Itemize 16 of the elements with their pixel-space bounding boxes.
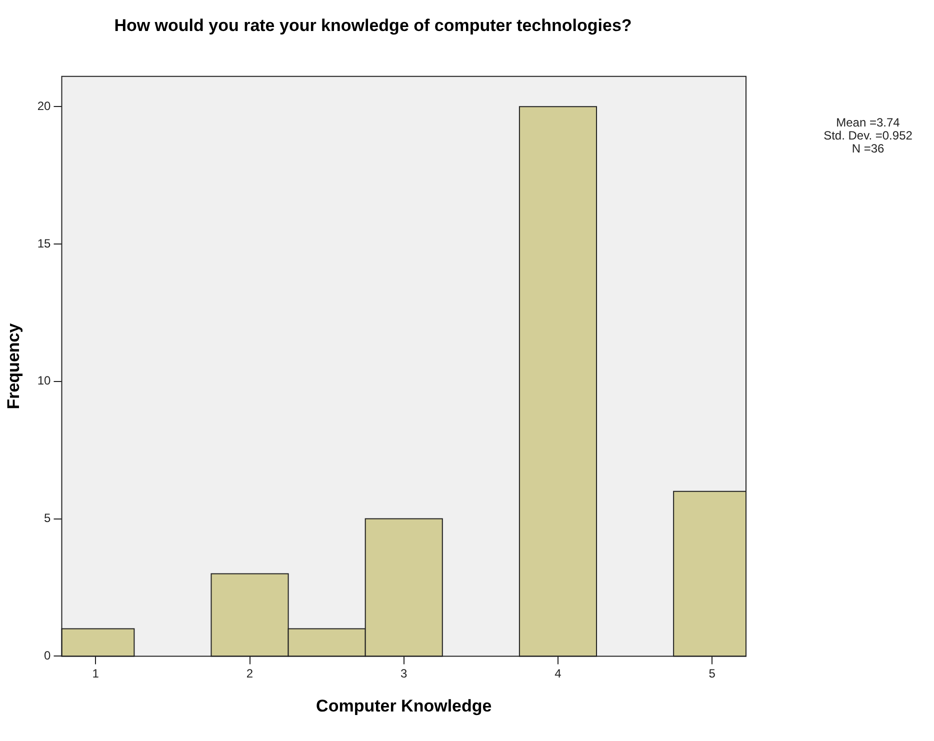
x-tick-label: 1 — [92, 666, 100, 681]
y-axis-title: Frequency — [4, 322, 23, 410]
y-tick-label: 15 — [37, 236, 52, 250]
x-tick-label: 2 — [246, 666, 254, 681]
y-tick-label: 0 — [44, 648, 52, 663]
x-tick-label: 5 — [708, 666, 716, 681]
x-axis-title: Computer Knowledge — [316, 696, 492, 716]
y-tick-label: 5 — [44, 511, 52, 526]
x-tick-label: 3 — [400, 666, 408, 681]
chart-title: How would you rate your knowledge of computer technologies? — [114, 16, 632, 35]
x-tick-label: 4 — [554, 666, 562, 681]
y-tick-label: 10 — [37, 374, 52, 388]
text: Std. Dev. =0.952 — [824, 128, 913, 142]
text: N =36 — [852, 141, 884, 156]
text: Mean =3.74 — [836, 115, 900, 130]
y-tick-label: 20 — [37, 98, 52, 113]
